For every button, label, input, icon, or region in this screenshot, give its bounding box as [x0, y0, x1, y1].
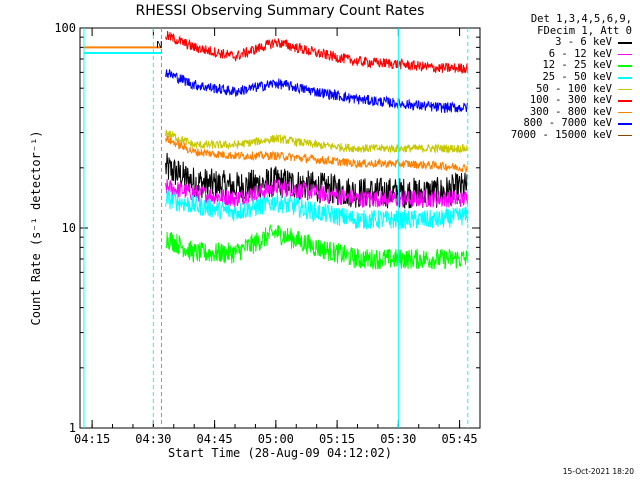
- y-axis-label: Count Rate (s⁻¹ detector⁻¹): [29, 130, 43, 325]
- flag-label: N: [156, 40, 162, 51]
- series-12-25kev: [165, 224, 468, 270]
- series-300-800kev: [83, 46, 468, 174]
- series-line: [165, 30, 468, 75]
- series-6-12kev: [165, 178, 468, 208]
- y-tick-label: 100: [54, 21, 76, 35]
- series-line: [165, 152, 468, 209]
- legend-entry: 100 - 300 keV: [482, 95, 632, 107]
- series-line: [165, 178, 468, 208]
- legend-entry: 6 - 12 keV: [482, 47, 632, 61]
- series-800-7000kev: [165, 69, 468, 114]
- x-tick-label: 04:30: [135, 432, 171, 446]
- legend-swatch: [618, 77, 632, 79]
- legend-entry: 25 - 50 keV: [482, 70, 632, 84]
- legend-entry: 7000 - 15000 keV: [482, 128, 632, 142]
- y-tick-label: 10: [62, 221, 76, 235]
- series-50-100kev: [165, 130, 468, 154]
- legend-entry: 12 - 25 keV: [482, 60, 632, 72]
- legend-header-line-1: Det 1,3,4,5,6,9,: [530, 13, 632, 25]
- x-tick-label: 05:15: [319, 432, 355, 446]
- series-3-6kev: [165, 152, 468, 209]
- legend-entry: 50 - 100 keV: [482, 82, 632, 96]
- series-line: [165, 135, 468, 174]
- legend-swatch: [618, 123, 632, 125]
- series-line: [165, 189, 468, 230]
- legend-label: 300 - 800 keV: [529, 105, 612, 118]
- legend-label: 800 - 7000 keV: [523, 117, 612, 130]
- legend-label: 25 - 50 keV: [542, 70, 612, 83]
- x-axis-label: Start Time (28-Aug-09 04:12:02): [168, 446, 392, 460]
- legend-label: 12 - 25 keV: [542, 59, 612, 72]
- legend: Det 1,3,4,5,6,9, FDecim 1, Att 0 3 - 6 k…: [482, 13, 632, 142]
- legend-swatch: [618, 88, 632, 91]
- legend-entry: 300 - 800 keV: [482, 105, 632, 119]
- legend-entry: 800 - 7000 keV: [482, 118, 632, 130]
- legend-swatch: [618, 111, 632, 114]
- x-tick-label: 05:45: [442, 432, 478, 446]
- series-100-300kev: [165, 30, 468, 75]
- legend-label: 50 - 100 keV: [536, 82, 612, 95]
- series-line: [165, 224, 468, 270]
- y-tick-label: 1: [69, 421, 76, 435]
- legend-entry: 3 - 6 keV: [482, 37, 632, 49]
- x-tick-label: 04:15: [74, 432, 110, 446]
- x-tick-label: 05:30: [380, 432, 416, 446]
- series-line: [165, 69, 468, 114]
- series-25-50kev: [83, 51, 468, 230]
- legend-swatch: [618, 134, 632, 137]
- footer-timestamp: 15-Oct-2021 18:20: [562, 467, 634, 476]
- legend-swatch: [618, 42, 632, 44]
- legend-swatch: [618, 100, 632, 102]
- series-line: [165, 130, 468, 154]
- legend-label: 100 - 300 keV: [529, 94, 612, 107]
- legend-swatch: [618, 53, 632, 56]
- x-tick-label: 04:45: [197, 432, 233, 446]
- legend-label: 3 - 6 keV: [555, 36, 612, 49]
- legend-label: 7000 - 15000 keV: [510, 128, 612, 141]
- x-tick-label: 05:00: [258, 432, 294, 446]
- legend-swatch: [618, 65, 632, 67]
- legend-label: 6 - 12 keV: [548, 47, 612, 60]
- legend-header-line-2: FDecim 1, Att 0: [537, 24, 632, 37]
- chart-title: RHESSI Observing Summary Count Rates: [135, 3, 425, 19]
